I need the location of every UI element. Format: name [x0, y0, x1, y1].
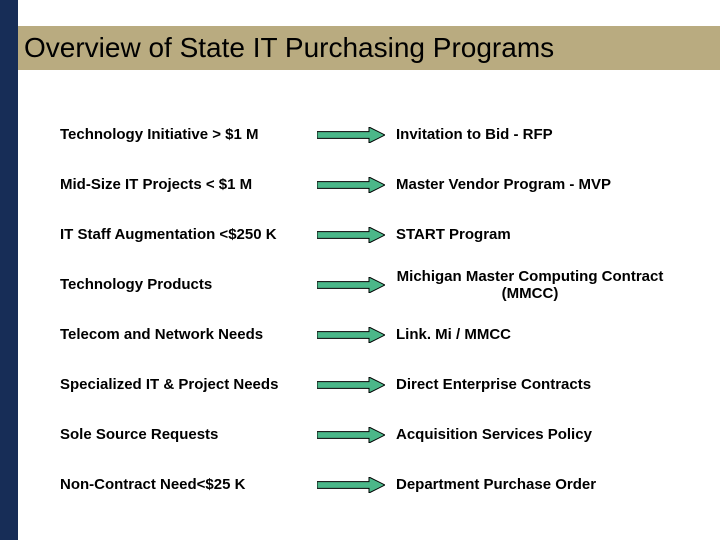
table-row: Sole Source Requests Acquisition Service… — [60, 410, 680, 460]
arrow-icon — [317, 177, 385, 193]
arrow-cell — [312, 377, 390, 393]
arrow-icon — [317, 327, 385, 343]
row-right-label: Department Purchase Order — [390, 476, 680, 493]
row-left-label: Non-Contract Need<$25 K — [60, 476, 312, 493]
arrow-cell — [312, 127, 390, 143]
arrow-icon — [317, 127, 385, 143]
row-right-label: Direct Enterprise Contracts — [390, 376, 680, 393]
arrow-icon — [317, 427, 385, 443]
arrow-icon — [317, 227, 385, 243]
row-left-label: Telecom and Network Needs — [60, 326, 312, 343]
title-band: Overview of State IT Purchasing Programs — [18, 26, 720, 70]
arrow-cell — [312, 177, 390, 193]
arrow-cell — [312, 327, 390, 343]
page-title: Overview of State IT Purchasing Programs — [24, 32, 554, 64]
row-right-label: Link. Mi / MMCC — [390, 326, 680, 343]
arrow-cell — [312, 227, 390, 243]
mapping-rows: Technology Initiative > $1 M Invitation … — [60, 110, 680, 510]
row-left-label: Technology Products — [60, 276, 312, 293]
table-row: Specialized IT & Project Needs Direct En… — [60, 360, 680, 410]
arrow-cell — [312, 477, 390, 493]
row-left-label: Specialized IT & Project Needs — [60, 376, 312, 393]
row-left-label: Technology Initiative > $1 M — [60, 126, 312, 143]
table-row: Telecom and Network Needs Link. Mi / MMC… — [60, 310, 680, 360]
left-vertical-bar — [0, 0, 18, 540]
arrow-icon — [317, 477, 385, 493]
row-left-label: Sole Source Requests — [60, 426, 312, 443]
arrow-icon — [317, 377, 385, 393]
arrow-icon — [317, 277, 385, 293]
table-row: IT Staff Augmentation <$250 K START Prog… — [60, 210, 680, 260]
row-right-label: Invitation to Bid - RFP — [390, 126, 680, 143]
table-row: Technology Products Michigan Master Comp… — [60, 260, 680, 310]
row-right-label: Master Vendor Program - MVP — [390, 176, 680, 193]
row-left-label: Mid-Size IT Projects < $1 M — [60, 176, 312, 193]
arrow-cell — [312, 427, 390, 443]
row-left-label: IT Staff Augmentation <$250 K — [60, 226, 312, 243]
row-right-label: Michigan Master Computing Contract (MMCC… — [380, 268, 680, 303]
table-row: Non-Contract Need<$25 K Department Purch… — [60, 460, 680, 510]
table-row: Mid-Size IT Projects < $1 M Master Vendo… — [60, 160, 680, 210]
row-right-label: START Program — [390, 226, 680, 243]
table-row: Technology Initiative > $1 M Invitation … — [60, 110, 680, 160]
arrow-cell — [312, 277, 390, 293]
row-right-label: Acquisition Services Policy — [390, 426, 680, 443]
